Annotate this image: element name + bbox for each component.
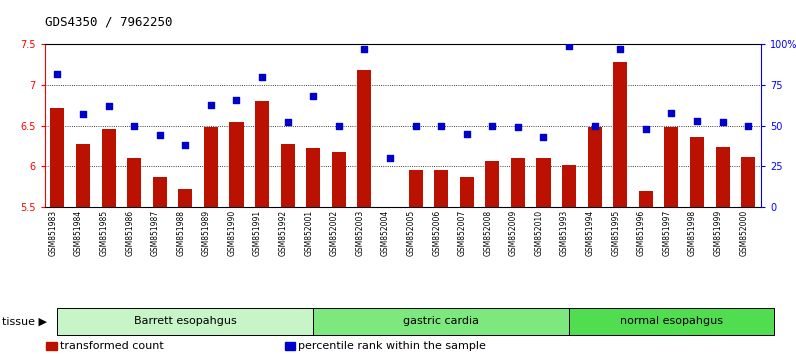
Bar: [306, 148, 320, 207]
Text: GSM851995: GSM851995: [611, 210, 620, 256]
Text: GSM852000: GSM852000: [739, 210, 748, 256]
Text: tissue ▶: tissue ▶: [2, 316, 48, 326]
Point: [409, 123, 422, 129]
Bar: [50, 108, 64, 207]
Point: [563, 43, 576, 49]
Point: [460, 131, 473, 137]
Bar: [229, 122, 244, 207]
Text: GSM852006: GSM852006: [432, 210, 441, 256]
Point: [179, 142, 192, 148]
Text: GSM851985: GSM851985: [100, 210, 108, 256]
Bar: [153, 177, 166, 207]
Bar: [537, 158, 551, 207]
Text: GSM851987: GSM851987: [150, 210, 160, 256]
Text: GSM852008: GSM852008: [483, 210, 492, 256]
Text: GSM851989: GSM851989: [202, 210, 211, 256]
Text: GSM852002: GSM852002: [330, 210, 339, 256]
Bar: [408, 170, 423, 207]
Text: Barrett esopahgus: Barrett esopahgus: [134, 316, 236, 326]
Point: [281, 120, 294, 125]
Point: [665, 110, 678, 115]
Bar: [587, 127, 602, 207]
Text: GSM852009: GSM852009: [509, 210, 518, 256]
Bar: [332, 152, 345, 207]
Bar: [741, 156, 755, 207]
Point: [435, 123, 447, 129]
Bar: [639, 191, 653, 207]
Point: [691, 118, 704, 124]
Text: GSM851986: GSM851986: [125, 210, 134, 256]
Point: [512, 125, 525, 130]
Bar: [127, 158, 141, 207]
Bar: [486, 161, 499, 207]
Text: GSM851984: GSM851984: [74, 210, 83, 256]
Text: GSM851992: GSM851992: [279, 210, 287, 256]
Point: [127, 123, 141, 129]
Bar: [178, 189, 193, 207]
Text: GSM852004: GSM852004: [381, 210, 390, 256]
Point: [205, 102, 217, 107]
Text: GSM852010: GSM852010: [534, 210, 544, 256]
Point: [230, 97, 243, 102]
Bar: [613, 62, 627, 207]
Bar: [76, 144, 90, 207]
Point: [537, 134, 550, 140]
Bar: [511, 158, 525, 207]
Point: [102, 103, 115, 109]
Text: GSM851999: GSM851999: [713, 210, 723, 256]
Point: [384, 155, 396, 161]
Bar: [460, 177, 474, 207]
Point: [307, 93, 320, 99]
Point: [639, 126, 652, 132]
Bar: [562, 165, 576, 207]
Text: GSM851990: GSM851990: [228, 210, 236, 256]
Text: GSM851994: GSM851994: [586, 210, 595, 256]
Text: GSM851993: GSM851993: [560, 210, 569, 256]
Text: GSM851997: GSM851997: [662, 210, 672, 256]
Point: [486, 123, 499, 129]
Bar: [255, 101, 269, 207]
Text: GSM852005: GSM852005: [407, 210, 416, 256]
Bar: [281, 144, 295, 207]
Bar: [690, 137, 704, 207]
Text: gastric cardia: gastric cardia: [403, 316, 479, 326]
Point: [333, 123, 345, 129]
Bar: [357, 70, 372, 207]
Bar: [102, 129, 115, 207]
Text: normal esopahgus: normal esopahgus: [620, 316, 723, 326]
Point: [76, 112, 89, 117]
Bar: [716, 147, 730, 207]
Bar: [204, 127, 218, 207]
Point: [256, 74, 268, 80]
Bar: [665, 127, 678, 207]
Text: GSM851998: GSM851998: [688, 210, 697, 256]
Text: GSM852001: GSM852001: [304, 210, 314, 256]
Point: [588, 123, 601, 129]
Point: [716, 120, 729, 125]
Bar: [434, 170, 448, 207]
Text: GSM851996: GSM851996: [637, 210, 646, 256]
Point: [614, 46, 626, 52]
Point: [358, 46, 371, 52]
Text: GSM852007: GSM852007: [458, 210, 466, 256]
Text: GSM851991: GSM851991: [253, 210, 262, 256]
Point: [51, 71, 64, 76]
Text: transformed count: transformed count: [60, 341, 163, 351]
Point: [742, 123, 755, 129]
Text: GSM851988: GSM851988: [176, 210, 185, 256]
Text: percentile rank within the sample: percentile rank within the sample: [298, 341, 486, 351]
Text: GSM851983: GSM851983: [49, 210, 57, 256]
Text: GDS4350 / 7962250: GDS4350 / 7962250: [45, 16, 172, 29]
Text: GSM852003: GSM852003: [355, 210, 365, 256]
Point: [154, 133, 166, 138]
